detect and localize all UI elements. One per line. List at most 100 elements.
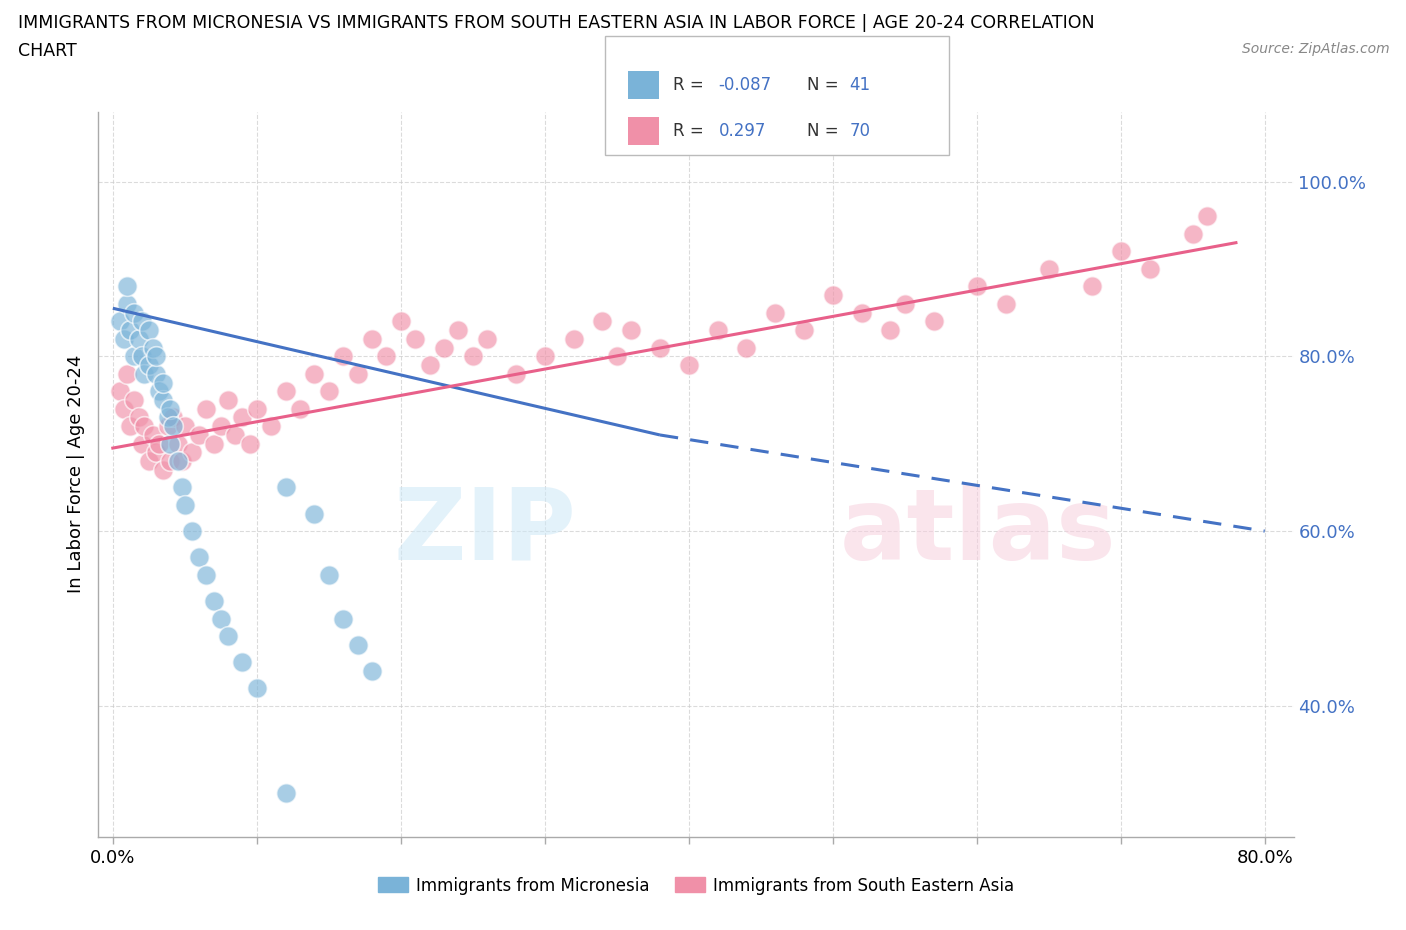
- Point: [159, 436, 181, 451]
- Point: [115, 297, 138, 312]
- Point: [375, 349, 398, 364]
- Point: [134, 418, 156, 433]
- Point: [148, 436, 170, 451]
- Point: [181, 445, 204, 460]
- Text: R =: R =: [673, 76, 710, 94]
- Point: [562, 331, 585, 346]
- Point: [217, 629, 239, 644]
- Point: [195, 567, 218, 582]
- Point: [447, 323, 470, 338]
- Text: N =: N =: [807, 122, 844, 140]
- Point: [120, 418, 142, 433]
- Point: [231, 410, 253, 425]
- Point: [131, 349, 153, 364]
- Point: [202, 593, 225, 608]
- Point: [793, 323, 815, 338]
- Point: [131, 436, 153, 451]
- Point: [142, 428, 165, 443]
- Point: [389, 314, 412, 329]
- Point: [893, 297, 915, 312]
- Point: [209, 418, 232, 433]
- Point: [763, 305, 786, 320]
- Point: [1181, 227, 1204, 242]
- Point: [332, 611, 354, 626]
- Point: [115, 279, 138, 294]
- Point: [706, 323, 728, 338]
- Point: [318, 567, 340, 582]
- Point: [166, 436, 188, 451]
- Point: [148, 384, 170, 399]
- Point: [112, 331, 135, 346]
- Point: [332, 349, 354, 364]
- Point: [108, 314, 131, 329]
- Point: [231, 655, 253, 670]
- Point: [648, 340, 671, 355]
- Y-axis label: In Labor Force | Age 20-24: In Labor Force | Age 20-24: [66, 355, 84, 593]
- Text: IMMIGRANTS FROM MICRONESIA VS IMMIGRANTS FROM SOUTH EASTERN ASIA IN LABOR FORCE : IMMIGRANTS FROM MICRONESIA VS IMMIGRANTS…: [18, 14, 1095, 32]
- Point: [138, 454, 160, 469]
- Point: [239, 436, 262, 451]
- Point: [461, 349, 484, 364]
- Text: 0.297: 0.297: [718, 122, 766, 140]
- Point: [346, 637, 368, 652]
- Point: [620, 323, 643, 338]
- Legend: Immigrants from Micronesia, Immigrants from South Eastern Asia: Immigrants from Micronesia, Immigrants f…: [371, 870, 1021, 901]
- Point: [606, 349, 628, 364]
- Point: [156, 418, 179, 433]
- Point: [152, 375, 174, 390]
- Point: [173, 418, 195, 433]
- Point: [124, 392, 146, 407]
- Point: [994, 297, 1017, 312]
- Point: [851, 305, 873, 320]
- Text: CHART: CHART: [18, 42, 77, 60]
- Point: [879, 323, 901, 338]
- Point: [162, 410, 184, 425]
- Point: [260, 418, 283, 433]
- Text: 41: 41: [849, 76, 870, 94]
- Point: [166, 454, 188, 469]
- Point: [217, 392, 239, 407]
- Point: [533, 349, 555, 364]
- Point: [419, 358, 441, 373]
- Text: ZIP: ZIP: [394, 484, 576, 581]
- Point: [170, 480, 193, 495]
- Point: [735, 340, 758, 355]
- Point: [138, 323, 160, 338]
- Point: [134, 366, 156, 381]
- Point: [505, 366, 527, 381]
- Point: [246, 681, 269, 696]
- Point: [128, 331, 150, 346]
- Point: [142, 340, 165, 355]
- Point: [202, 436, 225, 451]
- Point: [274, 480, 297, 495]
- Point: [115, 366, 138, 381]
- Point: [361, 331, 384, 346]
- Point: [120, 323, 142, 338]
- Point: [1038, 261, 1060, 276]
- Point: [404, 331, 426, 346]
- Text: 70: 70: [849, 122, 870, 140]
- Point: [152, 392, 174, 407]
- Point: [361, 663, 384, 678]
- Point: [170, 454, 193, 469]
- Point: [124, 349, 146, 364]
- Point: [159, 402, 181, 417]
- Point: [209, 611, 232, 626]
- Point: [128, 410, 150, 425]
- Point: [304, 506, 326, 521]
- Text: R =: R =: [673, 122, 710, 140]
- Point: [288, 402, 311, 417]
- Point: [138, 358, 160, 373]
- Point: [108, 384, 131, 399]
- Point: [181, 524, 204, 538]
- Point: [152, 462, 174, 477]
- Point: [159, 454, 181, 469]
- Point: [1081, 279, 1104, 294]
- Point: [1109, 244, 1132, 259]
- Point: [304, 366, 326, 381]
- Point: [131, 314, 153, 329]
- Point: [156, 410, 179, 425]
- Point: [224, 428, 246, 443]
- Point: [433, 340, 456, 355]
- Point: [162, 418, 184, 433]
